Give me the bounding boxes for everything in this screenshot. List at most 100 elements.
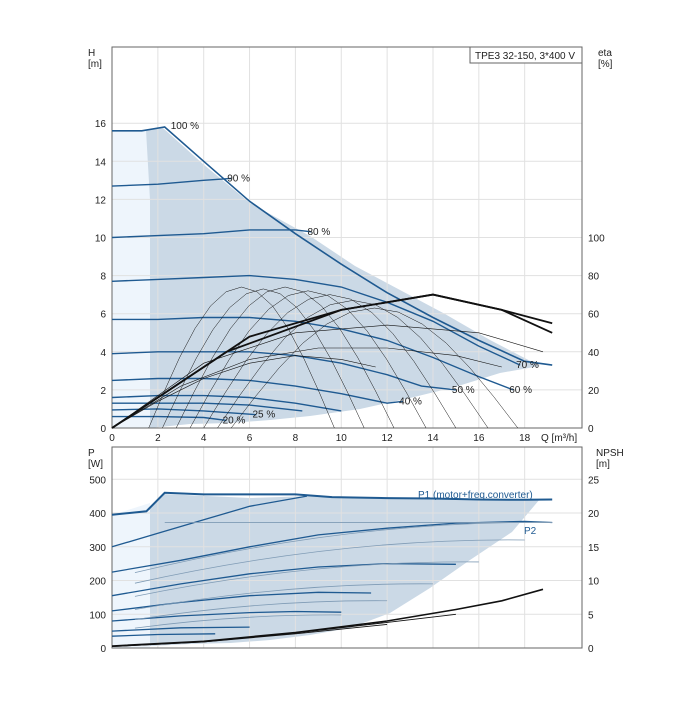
head-tick-label: 14 xyxy=(95,157,107,168)
speed-curve xyxy=(111,377,404,404)
speed-curve xyxy=(111,408,257,416)
eta-tick-label: 40 xyxy=(588,348,600,359)
eta-tick-label: 60 xyxy=(588,310,600,321)
p1-curve xyxy=(111,626,250,632)
power-tick-label: 100 xyxy=(89,610,106,621)
efficiency-curves xyxy=(111,286,553,429)
eta-arc xyxy=(175,286,395,429)
p1-curve xyxy=(111,633,216,637)
eta-tick-label: 20 xyxy=(588,386,600,397)
p1-series-label: P1 (motor+freq.converter) xyxy=(418,490,533,501)
npsh-tick-label: 5 xyxy=(588,610,594,621)
x-tick-label: 6 xyxy=(247,433,253,444)
eta-arc xyxy=(231,307,518,429)
title-box-text: TPE3 32-150, 3*400 V xyxy=(475,51,575,62)
p2-curve xyxy=(134,583,433,610)
power-curves xyxy=(111,491,553,637)
power-envelope xyxy=(146,494,540,646)
speed-label: 100 % xyxy=(171,121,199,132)
speed-label: 80 % xyxy=(307,227,330,238)
speed-curve xyxy=(111,177,232,187)
eta-arc xyxy=(148,286,335,429)
head-tick-label: 4 xyxy=(100,348,106,359)
eta-arc xyxy=(217,300,489,429)
head-tick-label: 16 xyxy=(95,119,107,130)
power-plot-frame xyxy=(111,446,583,649)
eta-tick-label: 0 xyxy=(588,424,594,435)
p2-curve xyxy=(134,614,342,629)
x-tick-label: 8 xyxy=(293,433,299,444)
npsh-curve xyxy=(111,623,388,648)
power-tick-label: 500 xyxy=(89,475,106,486)
eta-tick-label: 100 xyxy=(588,234,605,245)
p2-curve xyxy=(134,600,388,621)
speed-label: 70 % xyxy=(516,360,539,371)
p1-curve xyxy=(111,610,342,622)
npsh-tick-label: 25 xyxy=(588,475,600,486)
npsh-tick-label: 20 xyxy=(588,509,600,520)
npsh-tick-label: 10 xyxy=(588,577,600,588)
eta-arc xyxy=(203,294,457,429)
p1-curve xyxy=(111,495,308,548)
power-tick-label: 200 xyxy=(89,577,106,588)
speed-curve xyxy=(111,394,342,412)
p2-curve xyxy=(134,539,525,584)
x-tick-label: 10 xyxy=(336,433,348,444)
x-tick-label: 2 xyxy=(155,433,161,444)
eta-arc xyxy=(189,290,427,429)
speed-labels: 100 % 90 % 80 % 70 % 60 % 50 % 40 % 25 % 20 % xyxy=(171,121,539,426)
speed-curve xyxy=(112,415,227,422)
head-tick-label: 10 xyxy=(95,234,107,245)
power-axis-label: P [W] xyxy=(88,448,103,470)
x-tick-label: 12 xyxy=(382,433,394,444)
x-tick-label: 4 xyxy=(201,433,207,444)
head-axis-ticks: 0 2 4 6 8 10 12 14 16 18 0 2 4 6 8 10 12 14 16 0 20 40 60 80 100 xyxy=(95,119,605,444)
grid-bottom xyxy=(111,447,582,649)
head-tick-label: 8 xyxy=(100,272,106,283)
speed-label: 40 % xyxy=(399,396,422,407)
p2-series-label: P2 xyxy=(524,526,537,537)
flow-axis-label: Q [m³/h] xyxy=(541,433,577,444)
power-tick-label: 0 xyxy=(100,644,106,655)
npsh-tick-label: 15 xyxy=(588,543,600,554)
npsh-axis-label: NPSH [m] xyxy=(596,448,624,470)
npsh-curves xyxy=(111,588,544,648)
eta-tick-label: 80 xyxy=(588,272,600,283)
power-tick-label: 400 xyxy=(89,509,106,520)
head-tick-label: 6 xyxy=(100,310,106,321)
low-flow-region xyxy=(112,130,150,428)
title-box xyxy=(469,46,583,64)
p1-top-curve xyxy=(111,491,553,516)
speed-label: 60 % xyxy=(509,385,532,396)
p1-curve xyxy=(111,520,553,573)
speed-label: 90 % xyxy=(227,173,250,184)
x-tick-label: 16 xyxy=(473,433,485,444)
speed-curve xyxy=(111,229,312,239)
eta-axis-label: eta [%] xyxy=(598,48,613,70)
p1-curve xyxy=(111,591,372,612)
power-low-region xyxy=(112,503,150,648)
npsh-tick-label: 0 xyxy=(588,644,594,655)
p1-curve xyxy=(111,562,456,597)
head-tick-label: 12 xyxy=(95,195,107,206)
eta-curve xyxy=(111,347,502,429)
x-tick-label: 0 xyxy=(109,433,115,444)
eta-curve xyxy=(111,355,376,429)
power-tick-label: 300 xyxy=(89,543,106,554)
speed-label: 50 % xyxy=(452,385,475,396)
p2-curve xyxy=(134,561,479,597)
eta-arc xyxy=(162,288,365,429)
power-axis-ticks: 0 100 200 300 400 500 0 5 10 15 20 25 xyxy=(89,475,599,655)
speed-label: 25 % xyxy=(252,410,275,421)
head-tick-label: 0 xyxy=(100,424,106,435)
x-tick-label: 18 xyxy=(519,433,531,444)
speed-curve xyxy=(112,126,553,366)
npsh-curve xyxy=(111,588,544,647)
speed-curve xyxy=(111,274,521,366)
x-tick-label: 14 xyxy=(427,433,439,444)
speed-curve xyxy=(112,316,514,391)
speed-label: 20 % xyxy=(223,415,246,426)
